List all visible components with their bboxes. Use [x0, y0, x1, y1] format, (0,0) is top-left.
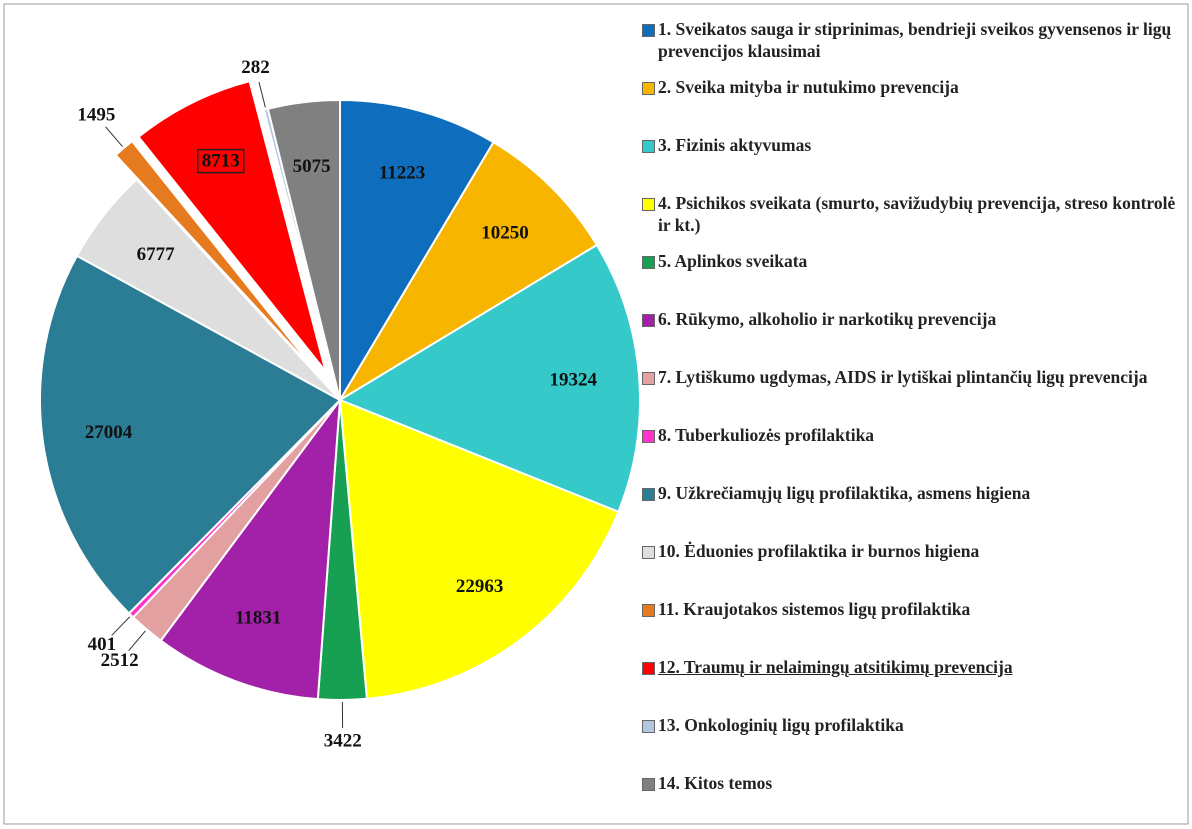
- legend-label: 4. Psichikos sveikata (smurto, savižudyb…: [658, 193, 1176, 235]
- data-label: 282: [241, 57, 270, 78]
- legend-swatch: [642, 662, 655, 675]
- data-label: 27004: [85, 422, 133, 443]
- legend-swatch: [642, 256, 655, 269]
- pie-slice: [75, 178, 341, 401]
- data-label: 5075: [293, 156, 331, 177]
- legend-swatch: [642, 488, 655, 501]
- pie-slice: [266, 98, 341, 401]
- legend-entry: 12. Traumų ir nelaimingų atsitikimų prev…: [642, 656, 1178, 678]
- pie-slice: [137, 79, 327, 373]
- data-label: 3422: [324, 730, 362, 751]
- pie-slice: [339, 140, 599, 401]
- data-label: 2512: [101, 650, 139, 671]
- legend-label: 3. Fizinis aktyvumas: [658, 135, 812, 155]
- legend-entry: 1. Sveikatos sauga ir stiprinimas, bendr…: [642, 18, 1178, 62]
- pie-slice: [339, 98, 495, 404]
- legend-label: 8. Tuberkuliozės profilaktika: [658, 425, 875, 445]
- legend-entry: 11. Kraujotakos sistemos ligų profilakti…: [642, 598, 1178, 620]
- leader-line: [111, 616, 131, 636]
- legend-swatch: [642, 82, 655, 95]
- legend-swatch: [642, 140, 655, 153]
- frame: [3, 3, 1189, 825]
- label-box: [196, 148, 245, 174]
- pie-slice: [39, 254, 342, 615]
- legend-entry: 3. Fizinis aktyvumas: [642, 134, 1178, 156]
- pie-slice: [114, 139, 320, 377]
- data-label: 1495: [77, 105, 115, 126]
- legend-entry: 10. Ėduonies profilaktika ir burnos higi…: [642, 540, 1178, 562]
- legend-swatch: [642, 604, 655, 617]
- data-label: 19324: [549, 370, 597, 391]
- leader-line: [258, 82, 266, 108]
- legend-label: 12. Traumų ir nelaimingų atsitikimų prev…: [658, 657, 1013, 677]
- leader-line: [105, 126, 123, 147]
- legend-swatch: [642, 372, 655, 385]
- legend-entry: 6. Rūkymo, alkoholio ir narkotikų preven…: [642, 308, 1178, 330]
- pie-slice: [337, 243, 641, 514]
- data-label: 11831: [235, 608, 281, 629]
- legend-swatch: [642, 720, 655, 733]
- data-label: 6777: [137, 244, 176, 265]
- legend-label: 6. Rūkymo, alkoholio ir narkotikų preven…: [658, 309, 997, 329]
- legend-entry: 13. Onkologinių ligų profilaktika: [642, 714, 1178, 736]
- legend-swatch: [642, 24, 655, 37]
- legend-entry: 2. Sveika mityba ir nutukimo prevencija: [642, 76, 1178, 98]
- pie-slice: [159, 396, 342, 701]
- legend-label: 5. Aplinkos sveikata: [658, 251, 808, 271]
- data-label: 8713: [202, 151, 240, 172]
- data-label: 22963: [456, 576, 504, 597]
- legend-swatch: [642, 198, 655, 211]
- legend-entry: 8. Tuberkuliozės profilaktika: [642, 424, 1178, 446]
- pie-slice: [338, 398, 620, 700]
- legend-label: 11. Kraujotakos sistemos ligų profilakti…: [658, 599, 971, 619]
- legend-entry: 7. Lytiškumo ugdymas, AIDS ir lytiškai p…: [642, 366, 1178, 388]
- data-label: 10250: [481, 222, 529, 243]
- legend-swatch: [642, 314, 655, 327]
- legend-label: 9. Užkrečiamųjų ligų profilaktika, asmen…: [658, 483, 1031, 503]
- legend-entry: 4. Psichikos sveikata (smurto, savižudyb…: [642, 192, 1178, 236]
- data-label: 11223: [379, 163, 425, 184]
- legend-label: 2. Sveika mityba ir nutukimo prevencija: [658, 77, 959, 97]
- legend-swatch: [642, 430, 655, 443]
- legend-entry: 5. Aplinkos sveikata: [642, 250, 1178, 272]
- legend-label: 7. Lytiškumo ugdymas, AIDS ir lytiškai p…: [658, 367, 1148, 387]
- legend-label: 14. Kitos temos: [658, 773, 773, 793]
- data-label: 401: [88, 634, 117, 655]
- legend-swatch: [642, 546, 655, 559]
- legend-entry: 14. Kitos temos: [642, 772, 1178, 794]
- legend-label: 1. Sveikatos sauga ir stiprinimas, bendr…: [658, 19, 1172, 61]
- legend-label: 13. Onkologinių ligų profilaktika: [658, 715, 904, 735]
- legend-label: 10. Ėduonies profilaktika ir burnos higi…: [658, 541, 980, 561]
- leader-line: [128, 630, 146, 652]
- legend-swatch: [642, 778, 655, 791]
- legend-entry: 9. Užkrečiamųjų ligų profilaktika, asmen…: [642, 482, 1178, 504]
